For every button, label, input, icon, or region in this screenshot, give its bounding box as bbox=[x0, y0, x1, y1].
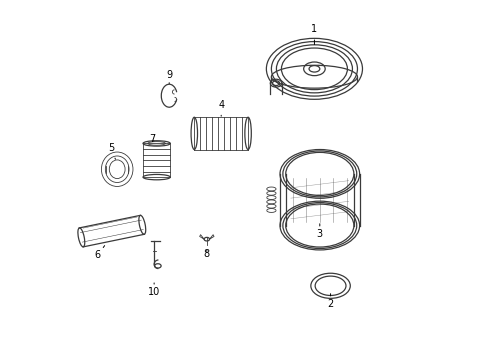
Text: 1: 1 bbox=[311, 24, 317, 45]
Text: 8: 8 bbox=[203, 249, 209, 259]
Text: 2: 2 bbox=[327, 294, 333, 309]
Text: 7: 7 bbox=[148, 134, 155, 144]
Text: 10: 10 bbox=[148, 283, 160, 297]
Text: 4: 4 bbox=[218, 100, 224, 116]
Text: 3: 3 bbox=[316, 224, 322, 239]
Text: 9: 9 bbox=[166, 70, 172, 84]
Text: 5: 5 bbox=[108, 143, 115, 159]
Text: 6: 6 bbox=[94, 246, 104, 260]
